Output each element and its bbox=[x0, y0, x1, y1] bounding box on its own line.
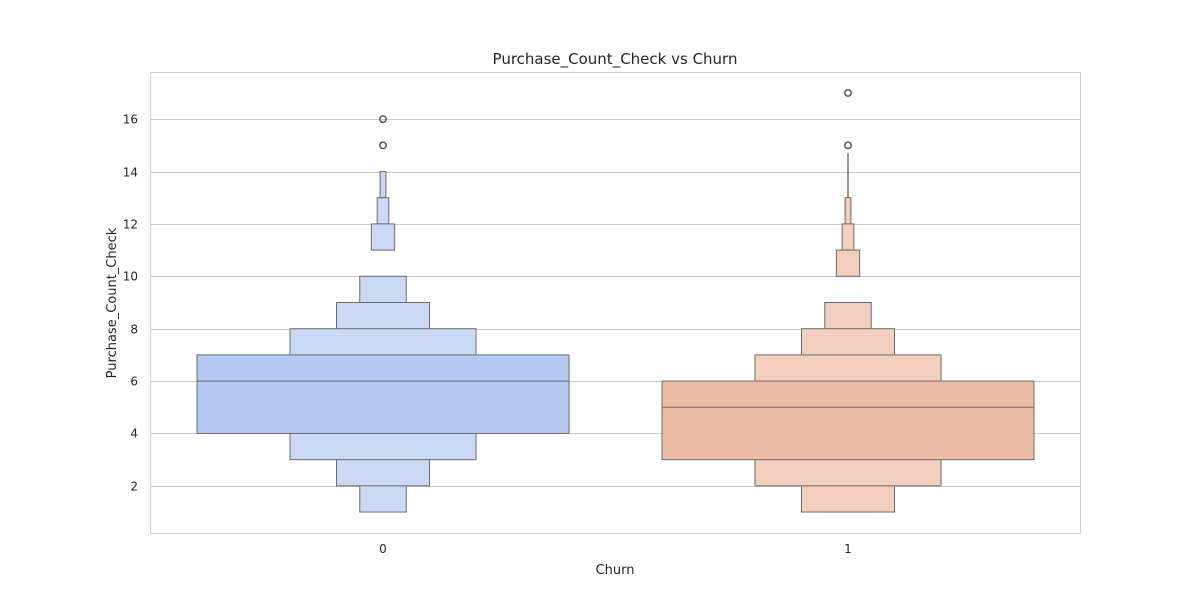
boxen-level bbox=[196, 354, 570, 434]
boxen-group-1 bbox=[661, 89, 1035, 513]
boxes-layer bbox=[196, 89, 1035, 513]
ticks-layer: 2 4 6 8 10 12 14 16 0 1 bbox=[123, 113, 852, 557]
chart-title: Purchase_Count_Check vs Churn bbox=[493, 50, 738, 69]
boxen-level bbox=[661, 380, 1035, 461]
outlier-point bbox=[844, 89, 852, 97]
outlier-point bbox=[379, 115, 387, 124]
boxen-level bbox=[835, 249, 861, 277]
boxen-level bbox=[376, 197, 390, 225]
boxen-level bbox=[844, 197, 852, 225]
x-tick-label: 1 bbox=[844, 542, 852, 556]
y-tick-label: 8 bbox=[130, 323, 138, 337]
boxen-level bbox=[379, 171, 387, 199]
boxen-level bbox=[370, 223, 396, 251]
x-tick-label: 0 bbox=[379, 542, 387, 556]
outlier-point bbox=[379, 141, 387, 150]
y-tick-label: 2 bbox=[130, 480, 138, 494]
y-tick-label: 14 bbox=[123, 166, 138, 180]
y-tick-label: 4 bbox=[130, 427, 138, 441]
y-tick-label: 16 bbox=[123, 113, 138, 127]
y-tick-label: 12 bbox=[123, 218, 138, 232]
y-tick-label: 10 bbox=[123, 270, 138, 284]
x-axis-label: Churn bbox=[596, 563, 635, 578]
plot-frame bbox=[150, 72, 1081, 534]
boxen-level bbox=[841, 223, 855, 251]
outlier-point bbox=[844, 141, 852, 150]
boxen-group-0 bbox=[196, 115, 570, 513]
y-tick-label: 6 bbox=[130, 375, 138, 389]
y-axis-label: Purchase_Count_Check bbox=[105, 227, 120, 378]
